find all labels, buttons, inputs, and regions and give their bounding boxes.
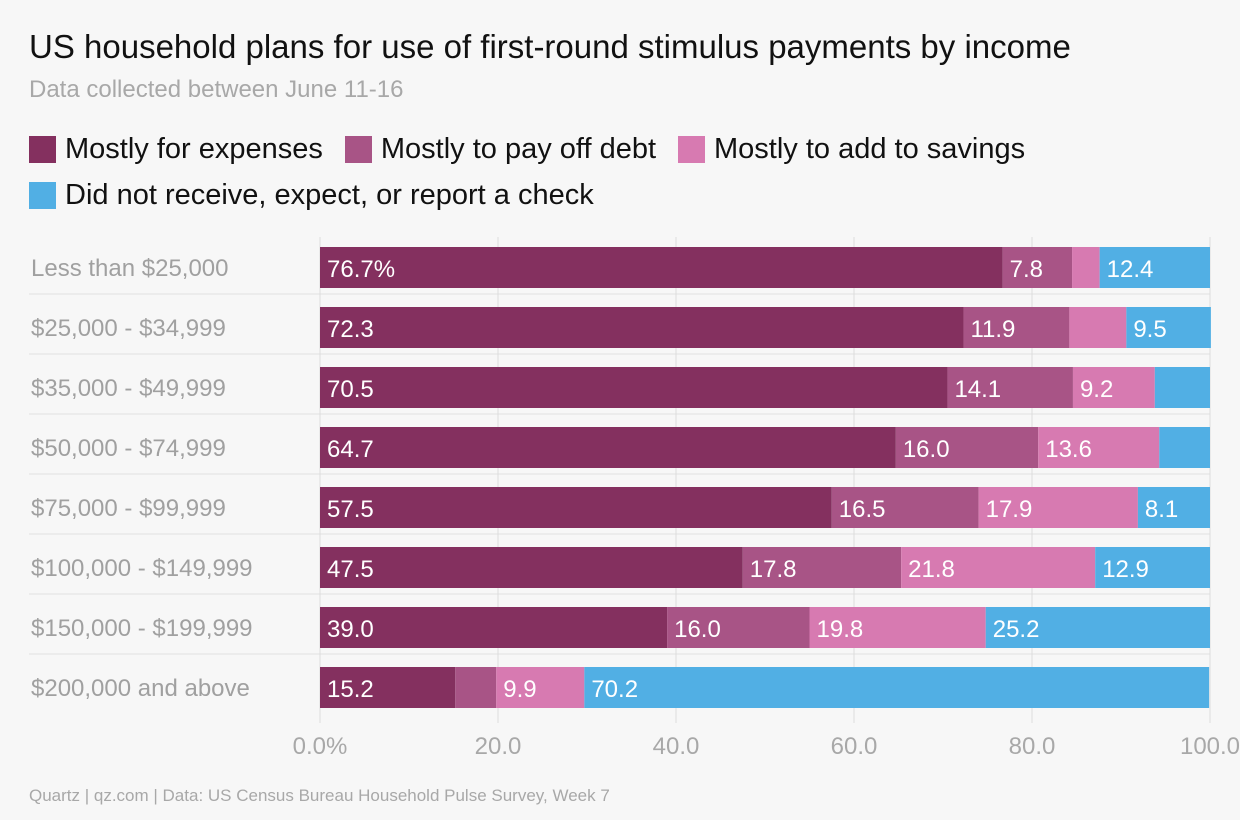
- data-label: 9.9: [503, 676, 536, 703]
- bar-segment: [1002, 247, 1073, 288]
- stacked-bar-chart: Less than $25,000 $25,000 - $34,999 $35,00…: [29, 237, 1240, 760]
- bar-segment: [496, 667, 585, 708]
- legend-label-no-check: Did not receive, expect, or report a che…: [65, 178, 594, 211]
- data-label: 15.2: [327, 676, 374, 703]
- legend-row-1: Mostly for expenses Mostly to pay off de…: [29, 126, 1219, 172]
- category-label: $25,000 - $34,999: [31, 315, 226, 342]
- bar-segment: [455, 667, 497, 708]
- bar-segment: [320, 667, 456, 708]
- chart-title: US household plans for use of first-roun…: [29, 28, 1071, 65]
- bar-segment: [742, 547, 902, 588]
- data-label: 8.1: [1145, 496, 1178, 523]
- data-label: 7.8: [1010, 256, 1043, 283]
- category-label: $150,000 - $199,999: [31, 615, 253, 642]
- legend-row-2: Did not receive, expect, or report a che…: [29, 172, 1219, 218]
- bar-segment: [895, 427, 1039, 468]
- bar-segment: [831, 487, 979, 528]
- data-label: 9.5: [1133, 316, 1166, 343]
- legend-item-savings: Mostly to add to savings: [678, 133, 1025, 166]
- bar-segment: [320, 487, 832, 528]
- bar-segment: [1099, 247, 1210, 288]
- data-label: 76.7%: [327, 256, 395, 283]
- bar-segment: [1159, 427, 1210, 468]
- bar-segment: [985, 607, 1210, 648]
- data-label: 17.9: [986, 496, 1033, 523]
- category-label: Less than $25,000: [31, 255, 229, 282]
- x-tick-label: 40.0: [653, 733, 700, 760]
- data-label: 19.8: [817, 616, 864, 643]
- bar-segment: [1154, 367, 1210, 408]
- data-label: 17.8: [750, 556, 797, 583]
- bar-segment: [320, 547, 743, 588]
- category-label: $100,000 - $149,999: [31, 555, 253, 582]
- data-label: 72.3: [327, 316, 374, 343]
- bar-segment: [1137, 487, 1210, 528]
- data-label: 25.2: [993, 616, 1040, 643]
- data-label: 21.8: [908, 556, 955, 583]
- category-label: $75,000 - $99,999: [31, 495, 226, 522]
- bar-segment: [320, 247, 1003, 288]
- data-label: 12.9: [1102, 556, 1149, 583]
- data-label: 13.6: [1045, 436, 1092, 463]
- bar-segment: [1126, 307, 1211, 348]
- bar-segment: [320, 607, 668, 648]
- bar-segment: [901, 547, 1096, 588]
- legend-label-expenses: Mostly for expenses: [65, 132, 323, 165]
- bar-segment: [947, 367, 1073, 408]
- data-label: 64.7: [327, 436, 374, 463]
- category-label: $35,000 - $49,999: [31, 375, 226, 402]
- x-tick-label: 0.0%: [293, 733, 348, 760]
- legend-swatch-savings: [678, 135, 706, 163]
- chart-legend: Mostly for expenses Mostly to pay off de…: [29, 126, 1219, 218]
- data-label: 16.5: [839, 496, 886, 523]
- data-label: 14.1: [954, 376, 1001, 403]
- data-label: 11.9: [970, 316, 1015, 343]
- data-label: 57.5: [327, 496, 374, 523]
- bar-segment: [963, 307, 1070, 348]
- bar-segment: [320, 367, 948, 408]
- bar-segment: [320, 427, 896, 468]
- bar-segment: [1069, 307, 1127, 348]
- x-tick-label: 80.0: [1009, 733, 1056, 760]
- legend-swatch-debt: [344, 135, 372, 163]
- chart-source: Quartz | qz.com | Data: US Census Bureau…: [29, 786, 610, 805]
- data-label: 39.0: [327, 616, 374, 643]
- data-label: 16.0: [674, 616, 721, 643]
- legend-label-debt: Mostly to pay off debt: [380, 132, 657, 165]
- x-tick-label: 60.0: [831, 733, 878, 760]
- bar-segment: [320, 307, 964, 348]
- category-label: $200,000 and above: [31, 675, 250, 702]
- legend-item-debt: Mostly to pay off debt: [344, 132, 657, 166]
- bar-segment: [1072, 367, 1155, 408]
- data-label: 70.2: [591, 676, 638, 703]
- bar-segment: [978, 487, 1138, 528]
- legend-swatch-no-check: [29, 181, 56, 209]
- bar-segment: [584, 667, 1210, 708]
- data-label: 70.5: [327, 376, 374, 403]
- x-tick-label: 100.0: [1180, 733, 1240, 760]
- data-label: 16.0: [903, 436, 950, 463]
- bar-segment: [809, 607, 986, 648]
- x-tick-label: 20.0: [475, 733, 522, 760]
- legend-label-savings: Mostly to add to savings: [714, 132, 1026, 165]
- legend-swatch-expenses: [29, 135, 56, 163]
- bar-segment: [1095, 547, 1210, 588]
- data-label: 9.2: [1080, 376, 1113, 403]
- chart-subtitle: Data collected between June 11-16: [29, 76, 404, 103]
- bar-segment: [1072, 247, 1100, 288]
- data-label: 47.5: [327, 556, 374, 583]
- legend-item-no-check: Did not receive, expect, or report a che…: [29, 179, 594, 212]
- bar-segment: [1038, 427, 1160, 468]
- category-label: $50,000 - $74,999: [31, 435, 226, 462]
- legend-item-expenses: Mostly for expenses: [29, 133, 323, 166]
- bar-segment: [667, 607, 810, 648]
- data-label: 12.4: [1107, 256, 1154, 283]
